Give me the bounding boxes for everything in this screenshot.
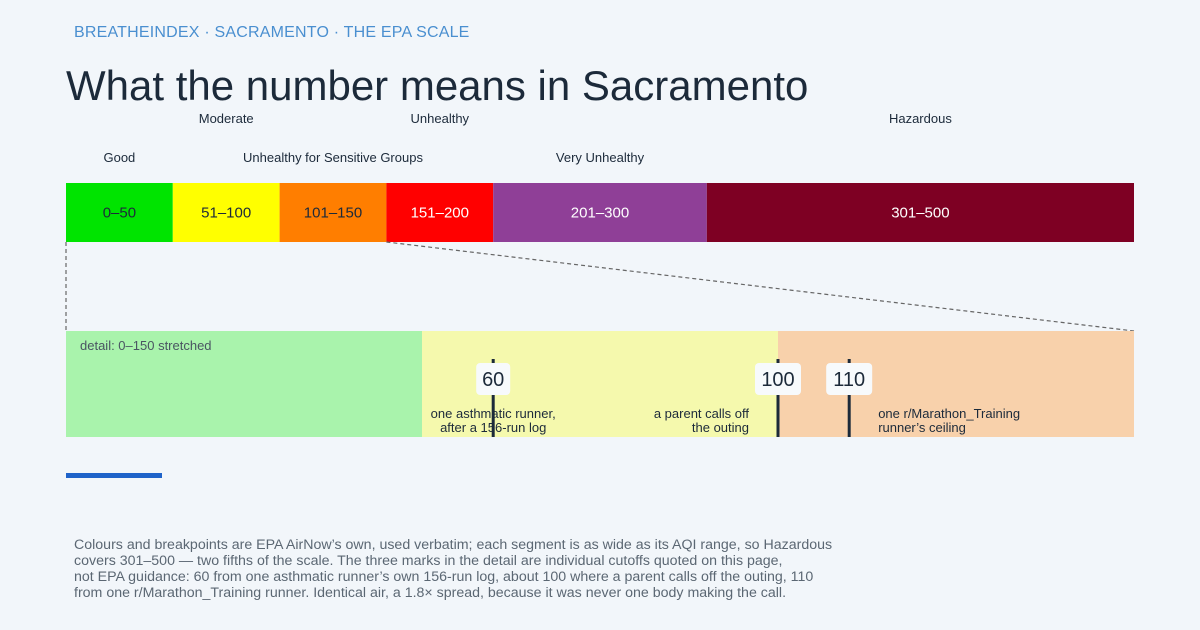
cutoff-mark-note: one r/Marathon_Training	[878, 406, 1020, 421]
segment-range-label: 151–200	[411, 205, 469, 222]
footnote-line: not EPA guidance: 60 from one asthmatic …	[74, 569, 814, 585]
cutoff-mark-note: one asthmatic runner,	[431, 406, 556, 421]
footnote: Colours and breakpoints are EPA AirNow’s…	[74, 537, 874, 601]
page-title: What the number means in Sacramento	[66, 62, 809, 109]
divider-bar	[66, 473, 162, 478]
segment-category-label: Very Unhealthy	[556, 150, 645, 165]
aqi-segment	[66, 183, 173, 242]
segment-range-label: 0–50	[103, 205, 136, 222]
detail-label: detail: 0–150 stretched	[80, 338, 212, 353]
cutoff-mark-badge	[826, 363, 873, 395]
cutoff-mark-value: 100	[761, 369, 794, 391]
aqi-segment	[493, 183, 707, 242]
segment-category-label: Unhealthy	[411, 111, 470, 126]
segment-category-label: Moderate	[199, 111, 254, 126]
aqi-segment	[279, 183, 387, 242]
segment-category-label: Unhealthy for Sensitive Groups	[243, 150, 423, 165]
cutoff-mark-note: runner’s ceiling	[878, 420, 966, 435]
cutoff-mark-badge	[476, 363, 511, 395]
cutoff-mark-note: the outing	[692, 420, 749, 435]
cutoff-mark-value: 60	[482, 369, 504, 391]
aqi-segment	[386, 183, 494, 242]
cutoff-mark-value: 110	[833, 369, 865, 391]
kicker: BREATHEINDEX · SACRAMENTO · THE EPA SCAL…	[74, 24, 470, 41]
footnote-line: from one r/Marathon_Training runner. Ide…	[74, 585, 787, 601]
cutoff-mark-note: after a 156-run log	[440, 420, 546, 435]
segment-category-label: Hazardous	[889, 111, 952, 126]
zoom-connector	[386, 241, 1135, 332]
cutoff-mark-note: a parent calls off	[654, 406, 750, 421]
segment-range-label: 201–300	[571, 205, 629, 222]
aqi-segment	[172, 183, 280, 242]
segment-range-label: 301–500	[891, 205, 949, 222]
cutoff-mark-badge	[755, 363, 801, 395]
segment-category-label: Good	[103, 150, 135, 165]
segment-range-label: 51–100	[201, 205, 251, 222]
footnote-line: Colours and breakpoints are EPA AirNow’s…	[74, 537, 833, 553]
detail-band	[66, 331, 422, 437]
aqi-segment	[706, 183, 1134, 242]
footnote-line: covers 301–500 — two fifths of the scale…	[74, 553, 783, 569]
segment-range-label: 101–150	[304, 205, 362, 222]
